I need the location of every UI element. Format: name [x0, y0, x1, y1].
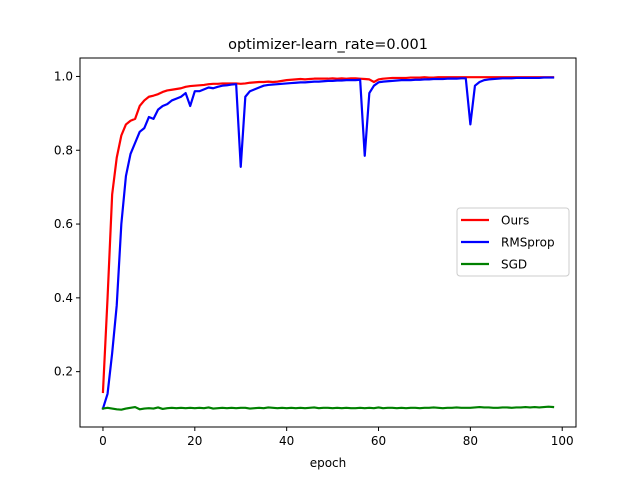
series-line-rmsprop	[101, 76, 555, 410]
x-axis-label: epoch	[310, 456, 347, 470]
x-tick-label: 60	[371, 434, 386, 448]
legend-label-rmsprop: RMSprop	[501, 236, 555, 250]
x-tick-label: 0	[99, 434, 107, 448]
chart-title: optimizer-learn_rate=0.001	[228, 37, 428, 53]
legend-label-sgd: SGD	[501, 258, 527, 272]
series-line-sgd	[101, 405, 555, 411]
legend-label-ours: Ours	[501, 214, 529, 228]
legend: Ours RMSprop SGD	[456, 207, 570, 277]
x-tick-label: 100	[551, 434, 574, 448]
x-tick-label: 20	[187, 434, 202, 448]
y-tick-label: 0.8	[54, 143, 73, 157]
x-tick-label: 80	[463, 434, 478, 448]
legend-box	[456, 207, 570, 277]
x-tick-label: 40	[279, 434, 294, 448]
y-tick-label: 0.6	[54, 217, 73, 231]
axes-frame	[79, 57, 577, 428]
y-tick-label: 1.0	[54, 69, 73, 83]
y-axis-ticks: 0.2 0.4 0.6 0.8 1.0	[54, 69, 80, 379]
plot-lines	[101, 76, 555, 411]
y-tick-label: 0.4	[54, 291, 73, 305]
y-tick-label: 0.2	[54, 365, 73, 379]
series-line-ours	[101, 76, 555, 394]
x-axis-ticks: 0 20 40 60 80 100	[99, 427, 574, 448]
